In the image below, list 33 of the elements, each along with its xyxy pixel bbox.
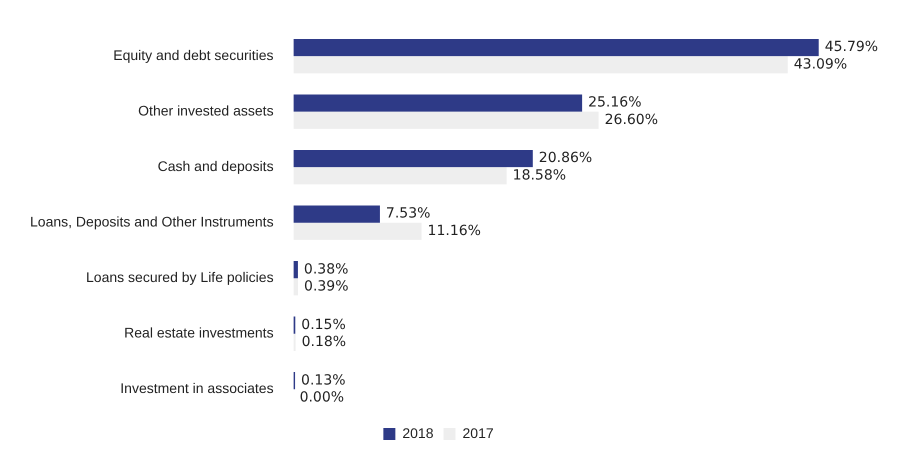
data-label: 0.00% [300, 389, 344, 406]
y-tick-label: Cash and deposits [158, 158, 274, 174]
y-tick-label: Investment in associates [120, 380, 274, 396]
data-label: 0.18% [302, 334, 346, 350]
bar [294, 222, 422, 240]
bar [294, 112, 599, 129]
bar [294, 56, 788, 74]
legend-label: 2017 [462, 424, 494, 441]
bar [294, 261, 298, 278]
legend-label: 2018 [402, 424, 434, 441]
y-tick-label: Equity and debt securities [113, 47, 274, 64]
data-label: 7.53% [386, 206, 430, 222]
data-label: 18.58% [512, 167, 566, 184]
data-label: 43.09% [794, 56, 848, 72]
y-tick-label: Loans secured by Life policies [86, 269, 274, 286]
bar [294, 205, 380, 223]
data-label: 20.86% [538, 150, 592, 166]
bar [294, 150, 533, 168]
y-tick-label: Other invested assets [138, 102, 274, 119]
bar [294, 94, 582, 112]
data-label: 26.60% [604, 112, 658, 128]
bar [294, 278, 298, 296]
y-tick-label: Loans, Deposits and Other Instruments [30, 214, 274, 230]
data-label: 0.39% [304, 278, 349, 294]
y-tick-label: Real estate investments [124, 324, 274, 341]
data-label: 11.16% [428, 222, 481, 239]
data-label: 0.13% [301, 372, 346, 388]
bar [294, 167, 507, 184]
bar [294, 38, 819, 56]
data-label: 25.16% [588, 94, 642, 111]
data-label: 0.15% [301, 316, 346, 333]
data-label: 0.38% [304, 261, 348, 278]
data-label: 45.79% [824, 39, 878, 56]
